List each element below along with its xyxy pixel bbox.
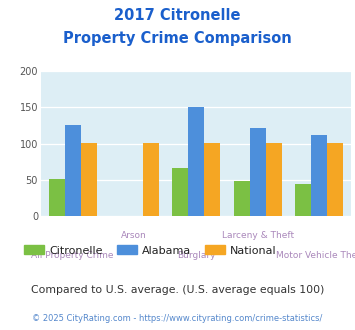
- Bar: [188, 107, 204, 216]
- Bar: [266, 143, 282, 216]
- Bar: [327, 143, 343, 216]
- Text: Burglary: Burglary: [177, 251, 215, 260]
- Text: Motor Vehicle Theft: Motor Vehicle Theft: [277, 251, 355, 260]
- Bar: [311, 135, 327, 216]
- Bar: [250, 128, 266, 216]
- Bar: [172, 168, 188, 216]
- Text: 2017 Citronelle: 2017 Citronelle: [114, 8, 241, 23]
- Text: © 2025 CityRating.com - https://www.cityrating.com/crime-statistics/: © 2025 CityRating.com - https://www.city…: [32, 314, 323, 323]
- Bar: [81, 143, 97, 216]
- Text: All Property Crime: All Property Crime: [31, 251, 113, 260]
- Legend: Citronelle, Alabama, National: Citronelle, Alabama, National: [20, 241, 282, 260]
- Bar: [49, 179, 65, 216]
- Text: Arson: Arson: [121, 231, 147, 240]
- Bar: [234, 181, 250, 216]
- Bar: [65, 125, 81, 216]
- Text: Property Crime Comparison: Property Crime Comparison: [63, 31, 292, 46]
- Text: Compared to U.S. average. (U.S. average equals 100): Compared to U.S. average. (U.S. average …: [31, 285, 324, 295]
- Text: Larceny & Theft: Larceny & Theft: [222, 231, 294, 240]
- Bar: [204, 143, 220, 216]
- Bar: [295, 184, 311, 216]
- Bar: [142, 143, 159, 216]
